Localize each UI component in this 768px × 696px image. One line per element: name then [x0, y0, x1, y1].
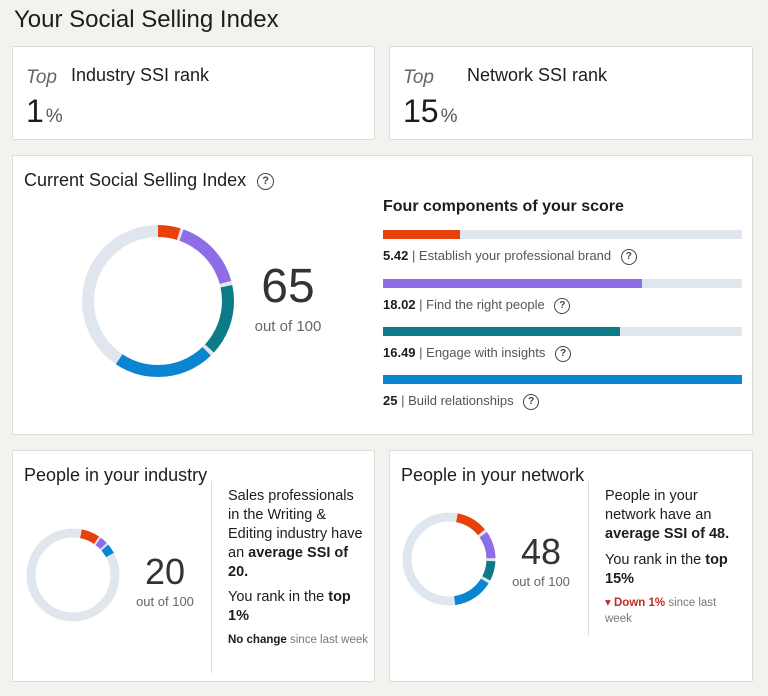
component-bar-insights	[383, 327, 742, 336]
component-bar-brand	[383, 230, 742, 239]
network-score: 48	[520, 531, 562, 572]
component-text-insights: | Engage with insights	[419, 345, 546, 360]
question-circle-icon[interactable]: ?	[257, 172, 275, 190]
network-status-rest: since last week	[605, 597, 717, 625]
network-status-change: Down 1%	[613, 597, 666, 609]
network-description-text: People in your network have an	[605, 488, 712, 523]
network-rank-text: You rank in the top 15%	[605, 551, 745, 589]
network-rank-value: 15%	[403, 93, 458, 130]
industry-rank-number: 1	[26, 93, 44, 129]
network-rank-top: top 15%	[605, 552, 728, 587]
component-label-insights: 16.49 | Engage with insights ?	[383, 345, 572, 362]
industry-description: Sales professionals in the Writing & Edi…	[228, 487, 368, 582]
page-title: Your Social Selling Index	[14, 6, 279, 33]
component-value-insights: 16.49	[383, 345, 416, 360]
industry-rank-label: Industry SSI rank	[71, 65, 210, 85]
industry-card: People in your industry 20 out of 100 Sa…	[12, 450, 375, 682]
industry-average: average SSI of 20.	[228, 545, 349, 580]
industry-rank-top-label: Top	[26, 67, 57, 88]
component-bar-relationships	[383, 375, 742, 384]
network-description: People in your network have an average S…	[605, 487, 745, 544]
component-value-brand: 5.42	[383, 248, 409, 263]
network-rank-label: Network SSI rank	[467, 65, 608, 85]
question-circle-icon[interactable]: ?	[555, 345, 572, 362]
network-rank-unit: %	[440, 106, 458, 127]
industry-rank-prefix: You rank in the	[228, 589, 325, 605]
network-out-of: out of 100	[512, 574, 570, 589]
industry-rank-card: Top Industry SSI rank 1%	[12, 46, 375, 140]
industry-donut	[26, 528, 120, 622]
current-ssi-score: 65	[261, 260, 315, 313]
industry-status-change: No change	[228, 634, 287, 646]
network-status: ▾ Down 1% since last week	[605, 595, 745, 627]
question-circle-icon[interactable]: ?	[523, 393, 540, 410]
network-card: People in your network 48 out of 100 Peo…	[389, 450, 753, 682]
component-text-brand: | Establish your professional brand	[411, 248, 612, 263]
network-average: average SSI of 48.	[605, 526, 730, 542]
component-value-people: 18.02	[383, 297, 416, 312]
industry-description-text: Sales professionals in the Writing & Edi…	[228, 488, 363, 561]
component-label-brand: 5.42 | Establish your professional brand…	[383, 248, 637, 265]
network-rank-prefix: You rank in the	[605, 552, 702, 568]
down-arrow-icon: ▾	[605, 597, 611, 609]
component-label-people: 18.02 | Find the right people ?	[383, 297, 571, 314]
components-title: Four components of your score	[383, 198, 624, 215]
industry-rank-unit: %	[45, 106, 63, 127]
component-value-relationships: 25	[383, 393, 398, 408]
network-donut-track	[402, 512, 496, 606]
industry-rank-text: You rank in the top 1%	[228, 588, 368, 626]
network-rank-number: 15	[403, 93, 439, 129]
current-donut-segment-relationships	[82, 225, 234, 377]
industry-status-rest: since last week	[290, 634, 368, 646]
component-label-relationships: 25 | Build relationships ?	[383, 393, 540, 410]
industry-status: No change since last week	[228, 632, 368, 648]
network-title: People in your network	[401, 465, 585, 485]
network-donut	[402, 512, 496, 606]
network-rank-card: Top Network SSI rank 15%	[389, 46, 753, 140]
question-circle-icon[interactable]: ?	[554, 297, 571, 314]
current-donut-segment-insights	[82, 225, 234, 377]
component-bar-insights-fill	[383, 327, 620, 336]
component-bar-people-fill	[383, 279, 642, 288]
current-ssi-title: Current Social Selling Index ?	[24, 170, 275, 191]
component-bar-people	[383, 279, 742, 288]
network-divider	[588, 481, 589, 636]
current-ssi-title-text: Current Social Selling Index	[24, 170, 247, 190]
current-ssi-out-of: out of 100	[254, 318, 322, 335]
question-circle-icon[interactable]: ?	[620, 248, 637, 265]
component-bar-relationships-fill	[383, 375, 742, 384]
network-rank-top-label: Top	[403, 67, 434, 88]
component-text-relationships: | Build relationships	[401, 393, 514, 408]
current-donut-segment-brand	[82, 225, 234, 377]
component-text-people: | Find the right people	[419, 297, 545, 312]
current-ssi-donut	[82, 225, 234, 377]
industry-donut-track	[26, 528, 120, 622]
industry-title: People in your industry	[24, 465, 208, 485]
component-bar-brand-fill	[383, 230, 460, 239]
industry-rank-value: 1%	[26, 93, 63, 130]
industry-divider	[211, 481, 212, 673]
industry-out-of: out of 100	[136, 594, 194, 609]
industry-score: 20	[144, 551, 186, 592]
current-ssi-card: Current Social Selling Index ? 65 out of…	[12, 155, 753, 435]
industry-rank-top: top 1%	[228, 589, 351, 624]
